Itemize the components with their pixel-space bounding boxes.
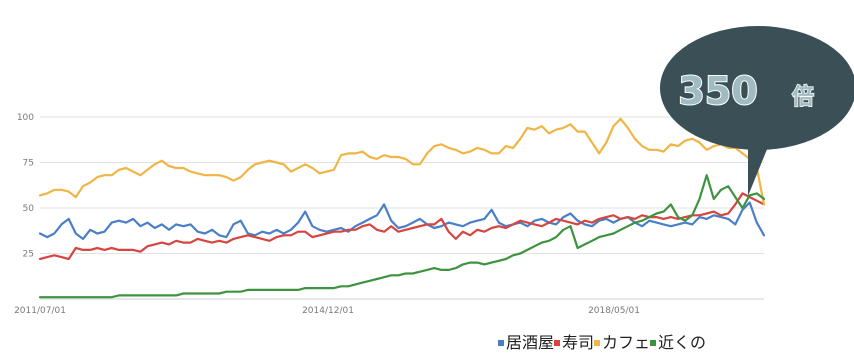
callout-unit: 倍 [792,84,814,110]
y-tick-label: 50 [23,204,35,214]
y-tick-label: 75 [23,159,34,169]
y-tick-label: 100 [17,113,34,123]
series-line-2 [38,117,766,206]
y-axis-ticks: 25 50 75 100 [17,113,34,260]
legend-item-sushi: 寿司 [554,329,594,353]
x-axis-ticks: 2011/07/01 2014/12/01 2018/05/01 [14,306,640,316]
callout-bubble: 350 倍 [660,26,854,196]
x-tick-label: 2014/12/01 [302,306,354,316]
legend-swatch-nearby [650,340,657,346]
legend-item-nearby: 近くの [650,329,706,353]
callout-value: 350 [678,69,757,113]
series-line-1 [38,192,766,261]
x-tick-label: 2011/07/01 [14,306,66,316]
y-tick-label: 25 [23,250,34,260]
legend: 居酒屋 寿司 カフェ 近くの [498,330,706,352]
legend-swatch-cafe [594,340,601,346]
legend-label-izakaya: 居酒屋 [506,333,555,352]
legend-label-nearby: 近くの [658,333,707,352]
legend-item-izakaya: 居酒屋 [498,329,554,353]
series-lines [38,117,766,299]
series-line-0 [38,201,766,240]
grid-lines [40,116,764,300]
legend-item-cafe: カフェ [594,329,650,353]
legend-swatch-izakaya [498,340,504,346]
legend-label-sushi: 寿司 [562,333,595,352]
x-tick-label: 2018/05/01 [588,306,640,316]
legend-label-cafe: カフェ [602,333,651,352]
legend-swatch-sushi [554,340,561,346]
series-line-3 [38,174,766,299]
